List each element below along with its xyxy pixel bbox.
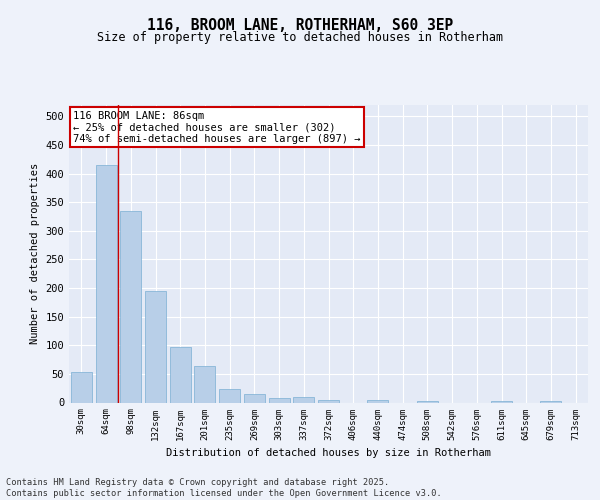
Text: Size of property relative to detached houses in Rotherham: Size of property relative to detached ho… [97,31,503,44]
X-axis label: Distribution of detached houses by size in Rotherham: Distribution of detached houses by size … [166,448,491,458]
Bar [293,398,314,402]
Bar [95,165,116,402]
Text: Contains HM Land Registry data © Crown copyright and database right 2025.
Contai: Contains HM Land Registry data © Crown c… [6,478,442,498]
Bar [71,372,92,402]
Text: 116, BROOM LANE, ROTHERHAM, S60 3EP: 116, BROOM LANE, ROTHERHAM, S60 3EP [147,18,453,32]
Bar [367,400,388,402]
Bar [269,398,290,402]
Bar [318,400,339,402]
Bar [244,394,265,402]
Bar [120,211,141,402]
Bar [491,401,512,402]
Bar [145,291,166,403]
Y-axis label: Number of detached properties: Number of detached properties [30,163,40,344]
Bar [194,366,215,402]
Bar [170,347,191,403]
Bar [219,390,240,402]
Text: 116 BROOM LANE: 86sqm
← 25% of detached houses are smaller (302)
74% of semi-det: 116 BROOM LANE: 86sqm ← 25% of detached … [73,110,361,144]
